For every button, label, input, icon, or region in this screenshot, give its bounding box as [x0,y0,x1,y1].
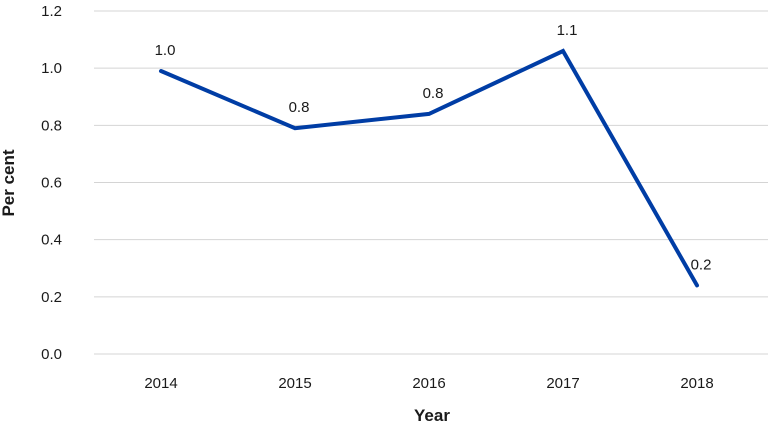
y-tick-label: 0.8 [41,117,62,134]
y-tick-label: 1.0 [41,60,62,77]
y-tick-label: 0.2 [41,289,62,306]
y-tick-label: 0.4 [41,232,62,249]
grid-lines [94,10,768,355]
data-labels: 1.0 0.8 0.8 1.1 0.2 [155,22,712,273]
y-tick-label: 0.0 [41,346,62,363]
y-axis-title: Per cent [0,149,18,216]
data-label: 0.8 [423,85,444,102]
data-label: 0.8 [289,99,310,116]
series-line [159,48,699,288]
y-axis-ticks: 0.0 0.2 0.4 0.6 0.8 1.0 1.2 [41,3,62,363]
x-tick-label: 2018 [680,375,713,392]
series-layer [159,48,699,288]
data-label: 1.0 [155,42,176,59]
x-axis-ticks: 2014 2015 2016 2017 2018 [144,375,713,392]
x-tick-label: 2014 [144,375,177,392]
x-tick-label: 2017 [546,375,579,392]
x-tick-label: 2016 [412,375,445,392]
x-tick-label: 2015 [278,375,311,392]
data-label: 0.2 [691,256,712,273]
data-label: 1.1 [557,22,578,39]
x-axis-title: Year [414,406,450,425]
y-tick-label: 1.2 [41,3,62,20]
y-tick-label: 0.6 [41,175,62,192]
